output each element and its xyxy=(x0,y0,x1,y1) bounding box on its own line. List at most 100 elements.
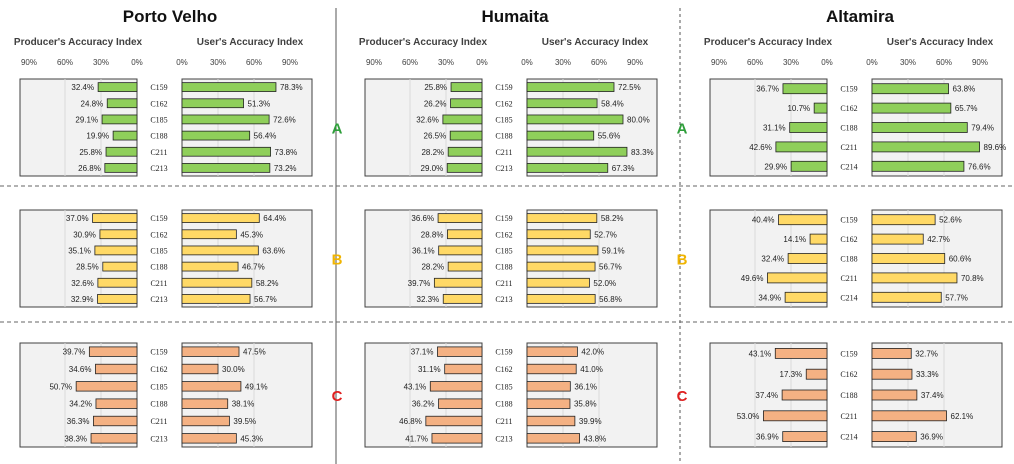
category-label: C159 xyxy=(150,83,167,92)
user-tick-label: 60% xyxy=(246,58,262,67)
user-bar xyxy=(181,381,242,392)
user-value-label: 51.3% xyxy=(248,99,271,108)
producer-value-label: 28.2% xyxy=(421,148,444,157)
category-label: C159 xyxy=(840,349,857,358)
category-label: C159 xyxy=(150,214,167,223)
producer-bar xyxy=(442,294,483,304)
producer-value-label: 37.1% xyxy=(411,348,434,357)
category-label: C188 xyxy=(495,132,512,141)
user-tick-label: 60% xyxy=(591,58,607,67)
producer-value-label: 26.2% xyxy=(424,99,447,108)
user-header: User's Accuracy Index xyxy=(887,37,994,48)
producer-bar xyxy=(99,229,138,240)
user-tick-label: 0% xyxy=(176,58,188,67)
group-label: A xyxy=(677,121,688,138)
producer-panel xyxy=(19,78,138,177)
category-label: C188 xyxy=(840,255,857,264)
producer-value-label: 53.0% xyxy=(737,412,760,421)
category-label: C185 xyxy=(150,382,167,391)
producer-tick-label: 90% xyxy=(366,58,382,67)
user-bar xyxy=(526,163,609,173)
producer-bar xyxy=(75,381,138,392)
producer-bar xyxy=(94,245,138,256)
producer-value-label: 29.9% xyxy=(764,162,787,171)
producer-value-label: 28.5% xyxy=(76,263,99,272)
category-label: C213 xyxy=(150,434,167,443)
category-label: C213 xyxy=(495,434,512,443)
user-value-label: 43.8% xyxy=(584,434,607,443)
category-label: C185 xyxy=(150,115,167,124)
category-label: C211 xyxy=(150,417,167,426)
user-value-label: 49.1% xyxy=(245,382,268,391)
user-bar xyxy=(181,114,270,125)
user-bar xyxy=(181,346,240,357)
producer-bar xyxy=(97,294,138,304)
producer-value-label: 32.3% xyxy=(417,295,440,304)
producer-bar xyxy=(95,398,138,409)
category-label: C211 xyxy=(495,279,512,288)
user-bar xyxy=(526,294,596,304)
producer-value-label: 31.1% xyxy=(418,365,441,374)
user-value-label: 41.0% xyxy=(580,365,603,374)
category-label: C185 xyxy=(150,246,167,255)
producer-bar xyxy=(102,261,138,272)
category-label: C213 xyxy=(150,295,167,304)
category-label: C185 xyxy=(495,115,512,124)
producer-tick-label: 30% xyxy=(783,58,799,67)
user-bar xyxy=(181,398,229,409)
producer-bar xyxy=(782,431,828,443)
producer-tick-label: 0% xyxy=(131,58,143,67)
producer-bar xyxy=(104,163,138,173)
producer-bar xyxy=(442,114,483,125)
category-label: C159 xyxy=(840,85,857,94)
user-bar xyxy=(526,130,595,141)
producer-value-label: 29.0% xyxy=(421,164,444,173)
producer-value-label: 32.6% xyxy=(416,115,439,124)
user-value-label: 35.8% xyxy=(574,400,597,409)
user-tick-label: 90% xyxy=(972,58,988,67)
producer-value-label: 50.7% xyxy=(49,382,72,391)
user-value-label: 42.7% xyxy=(927,235,950,244)
producer-tick-label: 60% xyxy=(57,58,73,67)
producer-bar xyxy=(805,368,828,380)
category-label: C214 xyxy=(840,293,857,302)
user-bar xyxy=(871,291,942,303)
producer-bar xyxy=(88,346,138,357)
user-value-label: 60.6% xyxy=(949,255,972,264)
producer-bar xyxy=(782,83,828,95)
user-value-label: 67.3% xyxy=(612,164,635,173)
producer-bar xyxy=(90,433,138,444)
producer-bar xyxy=(787,253,828,264)
producer-bar xyxy=(813,102,828,114)
producer-bar xyxy=(92,213,138,223)
user-bar xyxy=(526,433,580,444)
category-label: C214 xyxy=(840,162,857,171)
category-label: C211 xyxy=(840,143,857,152)
user-tick-label: 0% xyxy=(521,58,533,67)
category-label: C188 xyxy=(150,263,167,272)
user-value-label: 56.8% xyxy=(599,295,622,304)
user-bar xyxy=(181,98,244,109)
group-label: C xyxy=(332,388,343,405)
producer-bar xyxy=(438,398,483,409)
producer-bar xyxy=(97,277,138,288)
producer-value-label: 37.4% xyxy=(755,391,778,400)
user-value-label: 80.0% xyxy=(627,115,650,124)
producer-bar xyxy=(425,415,483,427)
user-bar xyxy=(871,410,947,422)
user-value-label: 58.4% xyxy=(601,99,624,108)
user-value-label: 63.8% xyxy=(953,85,976,94)
user-bar xyxy=(526,398,571,409)
user-bar xyxy=(526,381,571,392)
producer-value-label: 28.2% xyxy=(421,263,444,272)
user-bar xyxy=(526,245,599,256)
category-label: C214 xyxy=(840,433,857,442)
producer-panel xyxy=(19,342,138,448)
user-value-label: 72.6% xyxy=(273,115,296,124)
producer-value-label: 36.6% xyxy=(411,214,434,223)
user-value-label: 70.8% xyxy=(961,274,984,283)
producer-bar xyxy=(105,146,138,157)
user-value-label: 58.2% xyxy=(256,279,279,288)
category-label: C162 xyxy=(495,99,512,108)
